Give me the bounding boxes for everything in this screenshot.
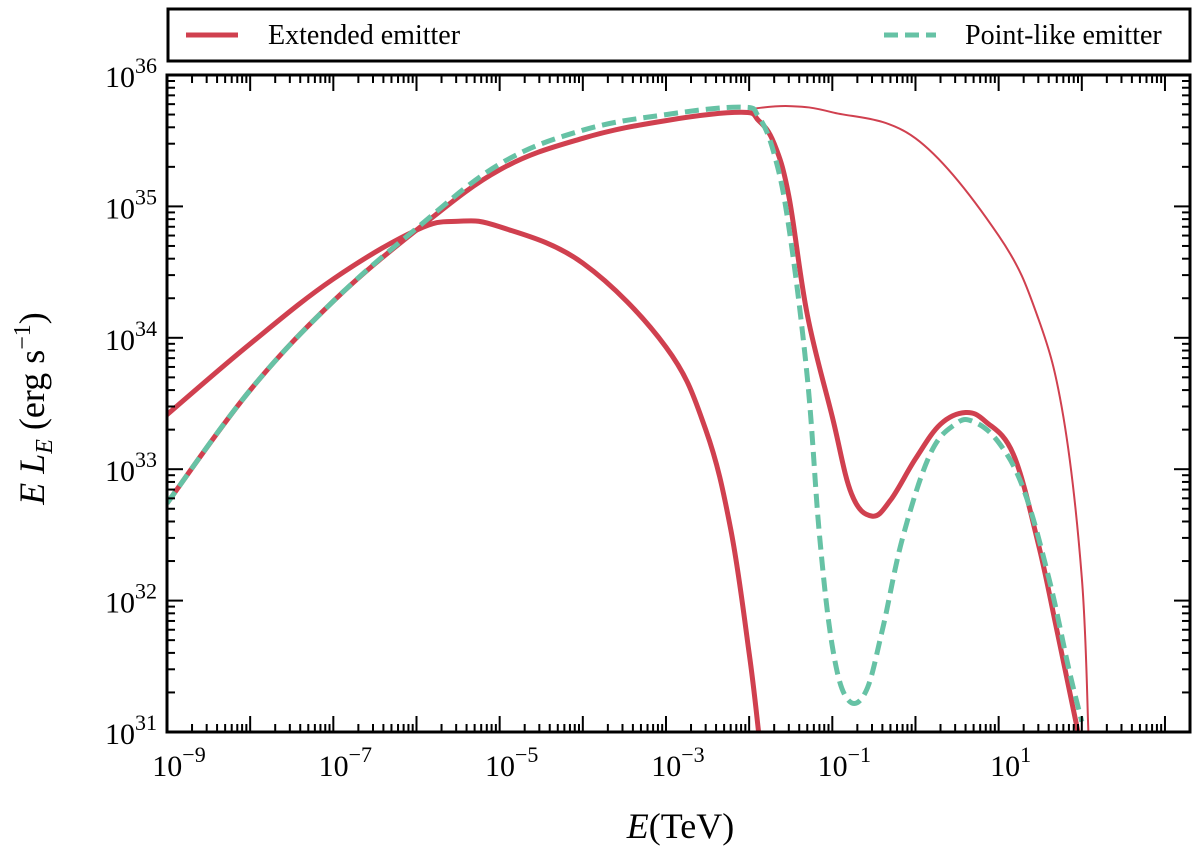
x-tick-label: 10−9 (152, 742, 205, 783)
y-tick-label: 1034 (105, 316, 157, 357)
series-layer (167, 104, 1090, 732)
series-line-3 (749, 105, 1090, 732)
plot-frame (165, 73, 1192, 734)
x-tick-label: 10−7 (319, 742, 372, 783)
series-line-4 (167, 104, 1085, 723)
x-tick-label: 10−3 (651, 742, 704, 783)
tick-marks (166, 74, 1191, 733)
x-tick-label: 10−1 (818, 742, 871, 783)
legend-label-pointlike: Point-like emitter (965, 20, 1162, 51)
x-tick-label: 101 (990, 742, 1031, 783)
legend: Extended emitter Point-like emitter (166, 7, 1192, 63)
x-tick-label: 10−5 (485, 742, 538, 783)
x-axis-label: E(TeV) (626, 806, 734, 846)
legend-label-extended: Extended emitter (268, 20, 461, 51)
legend-box (166, 7, 1192, 63)
tick-labels: 10−9 10−7 10−5 10−3 10−1 101 1031 1032 1033 1034 1… (105, 53, 1031, 783)
series-line-1 (167, 218, 762, 732)
y-tick-label: 1031 (105, 710, 157, 751)
y-tick-label: 1033 (105, 447, 157, 488)
y-tick-label: 1035 (105, 184, 157, 225)
series-line-2 (167, 109, 1081, 732)
y-tick-label: 1036 (105, 53, 157, 94)
y-tick-label: 1032 (105, 579, 157, 620)
y-axis-label: E LE (erg s−1) (10, 312, 58, 506)
